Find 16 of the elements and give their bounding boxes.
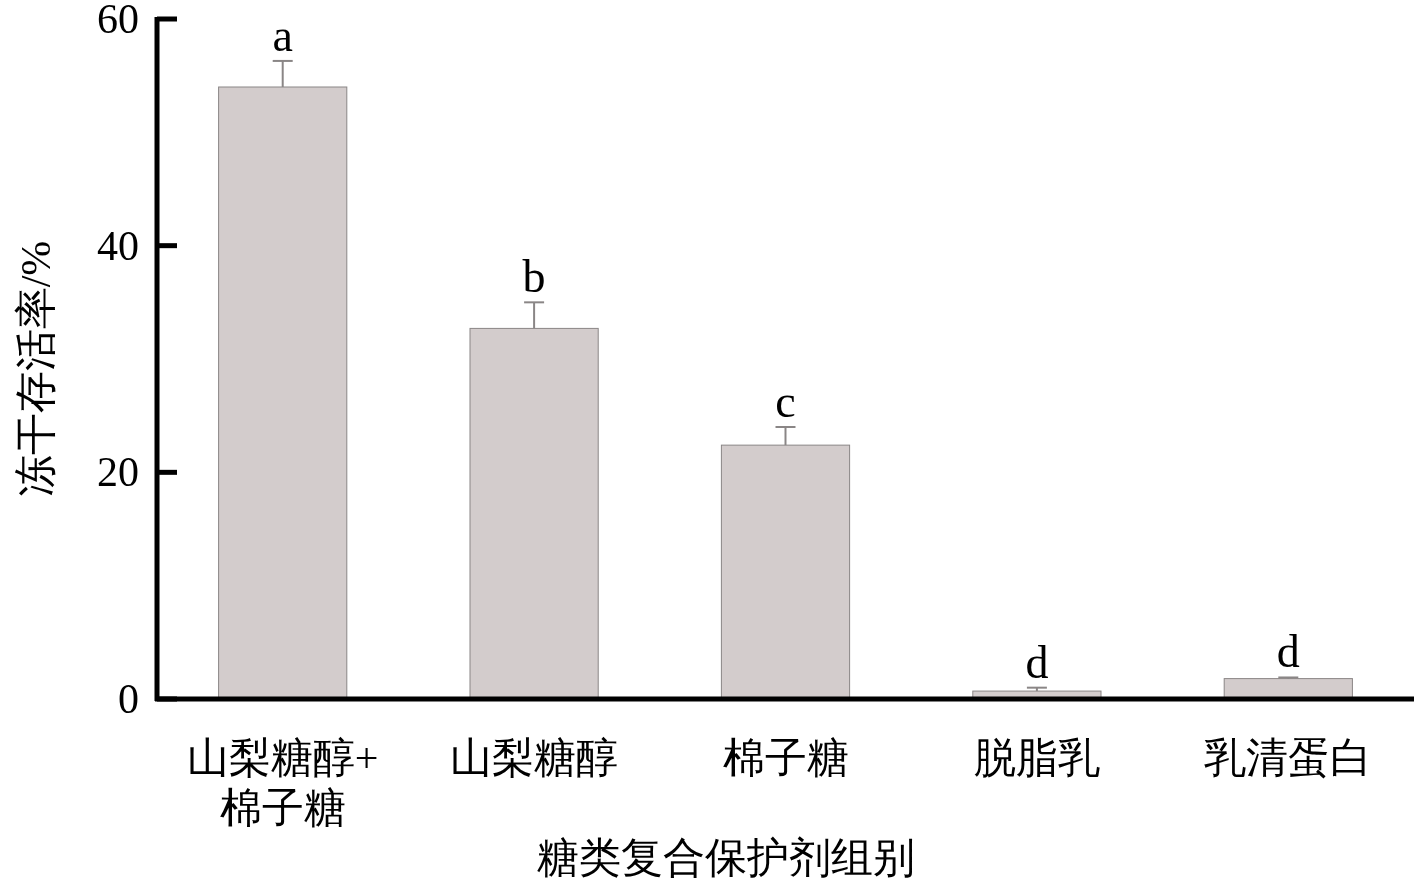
x-axis-title: 糖类复合保护剂组别	[536, 835, 915, 881]
x-tick-label: 乳清蛋白	[1204, 735, 1373, 781]
y-tick-label: 60	[97, 0, 139, 42]
x-tick-label: 山梨糖醇+棉子糖	[186, 735, 379, 831]
annotation: b	[522, 251, 546, 303]
y-axis-title: 冻干存活率/%	[13, 240, 59, 498]
x-tick-label: 棉子糖	[722, 735, 849, 781]
y-tick-label: 0	[118, 676, 139, 722]
annotation: d	[1025, 636, 1049, 688]
x-tick-label: 脱脂乳	[973, 735, 1100, 781]
annotation: a	[272, 9, 293, 61]
annotation: c	[775, 376, 796, 427]
annotation: d	[1276, 626, 1300, 678]
x-tick-label: 山梨糖醇	[450, 735, 619, 781]
y-tick-label: 20	[97, 449, 139, 496]
y-tick-label: 40	[97, 222, 139, 269]
